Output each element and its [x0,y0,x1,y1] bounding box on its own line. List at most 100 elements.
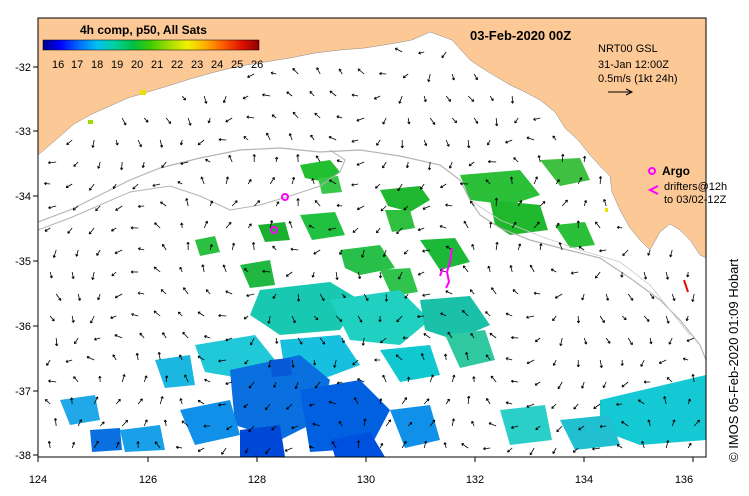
current-arrow [197,311,205,317]
current-arrow [86,355,95,361]
current-arrow [203,220,209,229]
current-arrow [429,117,436,125]
current-arrow [427,73,431,83]
current-arrow [356,440,361,449]
current-arrow [336,115,343,119]
current-arrow [137,247,145,251]
current-arrow [316,67,321,75]
current-arrow [204,378,211,383]
x-tick-label: 134 [575,474,593,486]
current-arrow [445,139,450,147]
current-arrow [249,337,255,346]
current-arrow [186,241,190,251]
drifter-legend-icon [647,185,659,195]
current-arrow [470,332,475,339]
current-arrow [231,242,236,251]
current-arrow [98,375,102,383]
current-arrow [640,359,645,367]
current-arrow [378,315,382,323]
current-arrow [286,91,293,97]
y-axis: -32 -33 -34 -35 -36 -37 -38 [15,62,38,462]
current-arrow [509,176,514,185]
current-arrow [179,354,183,361]
current-arrow [616,444,623,449]
currents-product: NRT00 GSL [598,43,658,55]
current-arrow [74,337,79,345]
current-arrow [252,154,256,163]
current-arrow [77,293,81,301]
y-tick-label: -32 [15,62,31,74]
current-arrow [99,421,105,427]
current-arrow [336,159,343,163]
current-arrow [552,447,557,454]
current-arrow [693,419,700,427]
current-arrow [379,398,383,405]
drifter-legend-label: drifters@12h [664,181,727,193]
scale-arrow-head [625,88,634,96]
current-arrow [329,90,337,97]
current-arrow [288,133,293,141]
current-arrow [88,227,95,235]
current-arrow [535,425,541,431]
current-arrow [396,315,403,323]
current-arrow [488,422,497,427]
current-arrow [55,293,62,301]
current-arrow [70,397,74,405]
current-arrow [510,379,519,383]
current-arrow [53,417,58,427]
x-tick-label: 136 [675,474,693,486]
current-arrow [177,181,183,185]
y-tick-label: -35 [15,256,31,268]
current-arrow [154,441,161,449]
current-arrow [246,115,255,119]
current-arrow [222,95,227,104]
current-arrow [311,271,315,278]
current-arrow [423,440,428,449]
current-arrow [157,351,161,361]
argo-legend-label: Argo [662,164,690,178]
current-arrow [554,293,563,299]
current-arrow [460,182,469,186]
current-arrow [205,158,211,163]
current-arrow [273,381,277,388]
current-arrow [647,249,651,256]
current-arrow [462,310,469,317]
current-arrow [179,398,183,405]
current-arrow [511,336,519,340]
current-arrow [582,155,587,163]
current-arrow [445,203,453,207]
current-arrow [382,249,387,258]
current-arrow [441,51,447,59]
current-arrow [665,440,670,449]
current-arrow [197,447,205,452]
current-arrow [404,293,409,299]
current-arrow [310,134,315,141]
current-arrow [205,289,211,295]
current-arrow [296,198,300,207]
current-arrow [400,139,404,149]
current-arrow [55,337,59,347]
current-arrow [620,271,624,278]
current-arrow [152,183,161,187]
current-arrow [351,183,359,187]
current-arrow [262,93,271,97]
current-arrow [311,178,315,185]
current-arrow [139,332,145,339]
current-arrow [621,381,629,388]
current-arrow [382,374,387,383]
current-arrow [471,420,475,427]
current-arrow [671,419,676,427]
current-arrow [218,359,227,363]
x-axis: 124 126 128 130 132 134 136 [29,457,694,486]
current-arrow [361,337,365,346]
current-arrow [115,398,121,405]
current-arrow [225,290,233,295]
current-arrow [486,398,491,405]
current-arrow [291,176,296,185]
current-arrow [621,421,629,427]
current-arrow [573,403,579,410]
current-arrow [244,268,249,273]
shelf-line-east [469,199,691,336]
current-arrow [243,403,249,408]
current-arrow [483,446,491,451]
